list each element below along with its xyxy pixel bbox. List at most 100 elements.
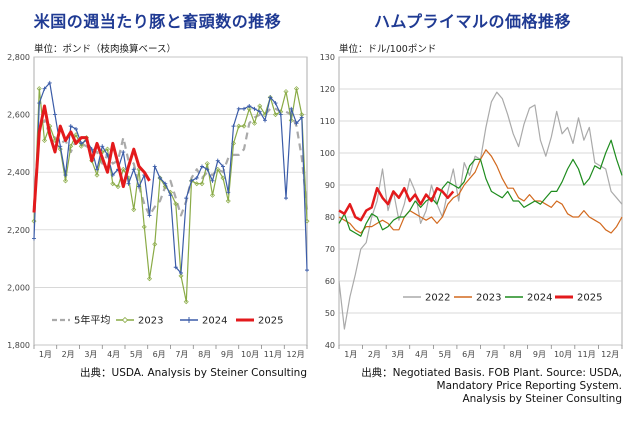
right-chart-title: ハムプライマルの価格推移 <box>373 12 572 31</box>
left-point-2024 <box>226 190 231 195</box>
left-point-2023 <box>131 207 137 213</box>
left-ytick-label: 2,200 <box>7 226 30 235</box>
right-ytick-label: 90 <box>325 181 335 190</box>
left-ytick-label: 2,800 <box>7 53 30 62</box>
left-ytick-label: 2,600 <box>7 111 30 120</box>
left-point-2023 <box>110 181 116 187</box>
right-source-line-3: Analysis by Steiner Consulting <box>462 393 622 405</box>
right-xtick-label: 6月 <box>462 350 475 359</box>
left-point-2024 <box>163 181 168 186</box>
left-point-2024 <box>168 193 173 198</box>
left-point-2024 <box>42 86 47 91</box>
right-chart-panel: 40 50 60 70 80 90 100 110 120 130 1月 2月 3月 4月 5月 6月 7月 8月… <box>315 0 630 425</box>
left-ytick-label: 1,800 <box>7 341 30 350</box>
right-series-line-2025 <box>338 186 455 222</box>
left-xtick-label: 4月 <box>107 350 120 359</box>
right-ytick-label: 50 <box>325 309 335 318</box>
right-ytick-label: 110 <box>320 117 335 126</box>
right-xtick-label: 12月 <box>601 350 619 359</box>
left-point-2024 <box>173 265 178 270</box>
left-point-2023 <box>115 184 121 190</box>
left-legend-label-2024: 2024 <box>202 316 227 327</box>
left-point-2024 <box>121 150 126 155</box>
left-point-2024 <box>126 181 131 186</box>
left-point-2024 <box>131 167 136 172</box>
left-point-2024 <box>68 124 73 129</box>
left-point-2023 <box>236 123 242 129</box>
left-point-2024 <box>100 144 105 149</box>
left-point-2024 <box>189 178 194 183</box>
left-point-2023 <box>105 146 110 152</box>
left-point-2024 <box>273 101 278 106</box>
left-point-2023 <box>178 273 184 279</box>
left-point-2024 <box>305 268 309 273</box>
left-point-2024 <box>252 106 257 111</box>
right-xtick-label: 5月 <box>439 350 452 359</box>
left-ytick-label: 2,400 <box>7 168 30 177</box>
left-point-2023 <box>225 198 231 204</box>
left-xtick-label: 10月 <box>241 350 259 359</box>
right-ytick-label: 120 <box>320 85 335 94</box>
right-xtick-label: 8月 <box>509 350 522 359</box>
left-point-2024 <box>268 95 273 100</box>
slaughter-chart: 1,800 2,000 2,200 2,400 2,600 2,800 1月 2月 3月 4月 5月… <box>7 53 310 359</box>
left-point-2024 <box>158 175 162 180</box>
left-point-2023 <box>273 112 278 118</box>
right-legend-label-2023: 2023 <box>476 293 501 304</box>
left-xtick-label: 11月 <box>264 350 282 359</box>
left-point-2024 <box>289 106 294 111</box>
left-chart-unit: 単位：ポンド（枝肉換算ベース） <box>34 44 177 55</box>
left-point-2023 <box>147 276 152 282</box>
left-legend-marker-2023 <box>121 316 129 324</box>
left-point-2024 <box>200 164 204 169</box>
right-xtick-label: 2月 <box>368 350 381 359</box>
right-ytick-label: 60 <box>325 277 335 286</box>
right-source-line-1: 出典：Negotiated Basis. FOB Plant. Source: … <box>361 367 622 379</box>
left-point-2024 <box>242 106 246 111</box>
right-source-line-2: Mandatory Price Reporting System. <box>436 380 622 392</box>
right-xtick-label: 7月 <box>486 350 499 359</box>
left-series-line-5年平均 <box>32 107 309 217</box>
right-xtick-label: 1月 <box>344 350 357 359</box>
left-point-2024 <box>263 118 267 123</box>
left-legend-label-2025: 2025 <box>258 316 283 327</box>
left-xtick-label: 5月 <box>130 350 143 359</box>
left-point-2023 <box>294 86 299 92</box>
right-xtick-label: 11月 <box>578 350 596 359</box>
left-xtick-label: 6月 <box>153 350 166 359</box>
left-point-2023 <box>94 172 100 178</box>
left-point-2023 <box>183 299 189 305</box>
right-ytick-label: 40 <box>325 341 335 350</box>
left-point-2023 <box>246 106 252 112</box>
left-point-2023 <box>210 192 215 198</box>
left-point-2024 <box>105 152 110 157</box>
left-legend-label-2023: 2023 <box>138 316 163 327</box>
left-point-2024 <box>294 121 299 126</box>
left-point-2024 <box>221 164 225 169</box>
ham-price-chart: 40 50 60 70 80 90 100 110 120 130 1月 2月 3月 4月 5月 6月 7月 8月… <box>320 53 623 359</box>
left-point-2024 <box>53 112 57 117</box>
left-legend-label-5年平均: 5年平均 <box>74 314 110 327</box>
left-point-2024 <box>210 178 215 183</box>
right-xtick-label: 4月 <box>415 350 428 359</box>
left-point-2024 <box>95 167 99 172</box>
left-point-2024 <box>257 109 262 114</box>
left-point-2023 <box>220 175 226 181</box>
right-series-line-2023 <box>338 149 623 234</box>
left-point-2024 <box>299 115 304 120</box>
left-point-2024 <box>79 141 84 146</box>
left-chart-title: 米国の週当たり豚と畜頭数の推移 <box>33 12 282 31</box>
left-series-line-2025 <box>32 104 151 213</box>
left-point-2024 <box>179 271 183 275</box>
right-xtick-label: 9月 <box>533 350 546 359</box>
left-point-2024 <box>284 196 288 201</box>
left-point-2024 <box>47 80 52 85</box>
left-point-2023 <box>120 166 126 172</box>
left-point-2023 <box>63 178 68 184</box>
right-ytick-label: 130 <box>320 53 335 62</box>
left-point-2023 <box>68 143 74 149</box>
left-point-2024 <box>37 101 42 106</box>
left-point-2024 <box>58 144 63 149</box>
left-point-2023 <box>42 138 47 144</box>
left-point-2023 <box>57 146 63 152</box>
